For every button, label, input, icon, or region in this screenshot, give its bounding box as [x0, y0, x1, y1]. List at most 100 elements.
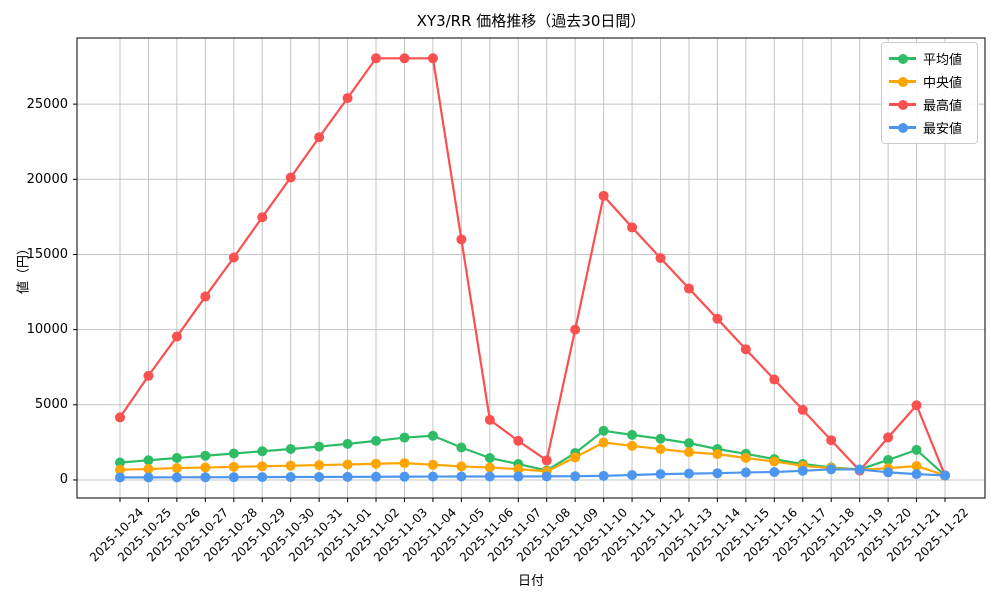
series-min-point — [285, 472, 296, 483]
series-max-point — [541, 455, 552, 466]
series-mean-point — [683, 438, 694, 449]
series-min-point — [911, 469, 922, 480]
y-tick-label: 0 — [59, 472, 68, 488]
series-median-point — [712, 449, 723, 460]
series-median-point — [683, 447, 694, 458]
legend-item-max: 最高値 — [889, 93, 970, 116]
series-max-point — [797, 404, 808, 415]
series-median-point — [285, 460, 296, 471]
series-min-point — [342, 471, 353, 482]
series-max-point — [257, 212, 268, 223]
legend-marker-max-icon — [889, 99, 916, 110]
series-max-point — [883, 432, 894, 443]
series-mean-point — [627, 429, 638, 440]
plot-spines — [76, 37, 986, 499]
legend-item-median: 中央値 — [889, 70, 970, 93]
series-min-point — [712, 468, 723, 479]
series-mean-point — [484, 453, 495, 464]
legend-marker-median-icon — [889, 76, 916, 87]
series-median-point — [911, 460, 922, 471]
series-median-point — [456, 461, 467, 472]
series-min-point — [257, 472, 268, 483]
series-min-point — [456, 471, 467, 482]
series-max-line — [119, 57, 947, 476]
series-min-point — [740, 467, 751, 478]
series-mean-point — [456, 442, 467, 453]
series-min-point — [797, 465, 808, 476]
series-min-point — [228, 472, 239, 483]
series-max-point — [456, 234, 467, 245]
series-max-point — [740, 344, 751, 355]
series-median-point — [769, 456, 780, 467]
series-median-point — [371, 458, 382, 469]
series-max-point — [143, 370, 154, 381]
series-mean-point — [655, 433, 666, 444]
series-median-point — [115, 464, 125, 475]
series-min-point — [427, 471, 438, 482]
series-min-point — [940, 470, 950, 481]
series-min-point — [371, 471, 382, 482]
series-min-point — [399, 471, 410, 482]
series-max-point — [342, 93, 353, 104]
series-mean-point — [399, 432, 410, 443]
series-mean-point — [200, 450, 211, 461]
series-min-point — [513, 471, 524, 482]
series-max-point — [285, 172, 296, 183]
series-mean-point — [342, 438, 353, 449]
series-median-point — [314, 460, 325, 471]
series-median-point — [143, 463, 154, 474]
series-max-point — [314, 132, 325, 143]
series-max-point — [627, 222, 638, 233]
y-tick-label: 20000 — [26, 171, 68, 187]
series-max-point — [826, 435, 837, 446]
series-median-point — [399, 458, 410, 469]
series-min-point — [883, 467, 894, 478]
series-min-point — [655, 469, 666, 480]
series-min-point — [627, 470, 638, 480]
series-max-point — [371, 53, 382, 64]
legend-label-mean: 平均値 — [923, 53, 963, 68]
series-min-point — [484, 471, 495, 482]
series-mean-point — [911, 444, 922, 455]
series-max-point — [427, 53, 438, 64]
series-min-point — [115, 472, 125, 483]
series-max-point — [655, 253, 666, 264]
series-median-point — [570, 452, 581, 463]
series-median-point — [740, 453, 751, 464]
series-mean-point — [314, 441, 325, 452]
legend-dot-median-icon — [897, 76, 908, 87]
series-min-point — [541, 471, 552, 482]
series-max-point — [598, 190, 609, 201]
series-max-point — [683, 283, 694, 294]
series-median-point — [513, 464, 524, 475]
series-median-point — [427, 459, 438, 470]
series-max-point — [200, 291, 211, 302]
series-min-point — [143, 472, 154, 483]
series-max-point — [712, 313, 723, 324]
series-median-point — [655, 444, 666, 455]
legend-dot-max-icon — [897, 99, 908, 110]
series-median-point — [200, 462, 211, 473]
legend-item-mean: 平均値 — [889, 47, 970, 70]
legend-label-median: 中央値 — [923, 76, 963, 91]
legend-marker-min-icon — [889, 122, 916, 133]
legend-dot-min-icon — [897, 122, 908, 133]
series-min-point — [769, 466, 780, 477]
series-median-point — [598, 437, 609, 448]
series-mean-point — [598, 425, 609, 436]
series-median-point — [627, 440, 638, 451]
legend-label-min: 最安値 — [923, 122, 963, 137]
x-axis-label: 日付 — [517, 574, 544, 589]
y-tick-label: 25000 — [26, 96, 68, 112]
y-tick-label: 5000 — [34, 397, 68, 413]
series-max-point — [911, 400, 922, 411]
series-mean-point — [228, 448, 239, 459]
legend-label-max: 最高値 — [923, 99, 963, 114]
series-mean-point — [143, 455, 154, 466]
series-min-point — [570, 471, 581, 482]
series-min-point — [598, 470, 609, 481]
series-max-point — [484, 414, 495, 425]
series-max-point — [513, 435, 524, 446]
series-median-point — [171, 463, 182, 474]
